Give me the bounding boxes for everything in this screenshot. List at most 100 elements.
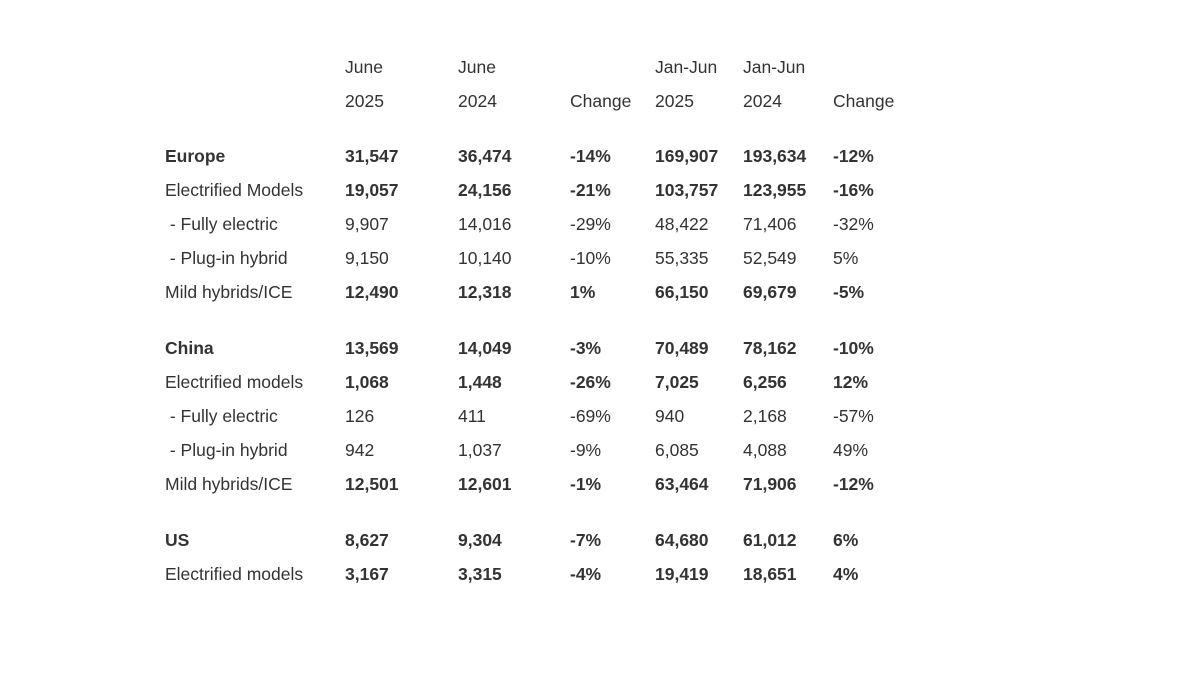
value-cell: -14% <box>570 146 611 166</box>
value-cell: 4,088 <box>743 440 787 460</box>
value-cell: 61,012 <box>743 530 797 550</box>
value-cell: -10% <box>833 338 874 358</box>
row-label: - Fully electric <box>165 214 278 234</box>
value-cell: 6,256 <box>743 372 787 392</box>
row-label: US <box>165 530 190 550</box>
value-cell: -9% <box>570 440 602 460</box>
row-label: - Plug-in hybrid <box>165 440 288 460</box>
value-cell: 66,150 <box>655 282 709 302</box>
value-cell: 9,304 <box>458 530 502 550</box>
table-row: Electrified models 3,167 3,315 -4% 19,419 18,… <box>165 557 913 591</box>
value-cell: -32% <box>833 214 874 234</box>
table-row: US 8,627 9,304 -7% 64,680 61,012 6% <box>165 523 913 557</box>
table-row: - Fully electric 9,907 14,016 -29% 48,422 71,… <box>165 207 913 241</box>
value-cell: 24,156 <box>458 180 512 200</box>
table-row: China 13,569 14,049 -3% 70,489 78,162 -10% <box>165 331 913 365</box>
value-cell: 123,955 <box>743 180 807 200</box>
row-label: Mild hybrids/ICE <box>165 282 293 302</box>
value-cell: 6% <box>833 530 859 550</box>
value-cell: 940 <box>655 406 685 426</box>
value-cell: 2,168 <box>743 406 787 426</box>
value-cell: 9,150 <box>345 248 389 268</box>
header-cell <box>570 50 655 84</box>
sales-table: June June Jan-Jun Jan-Jun 2025 2024 Change 2025… <box>165 50 913 591</box>
value-cell: 5% <box>833 248 859 268</box>
header-cell: June <box>345 57 383 77</box>
value-cell: -29% <box>570 214 611 234</box>
value-cell: 69,679 <box>743 282 797 302</box>
value-cell: 6,085 <box>655 440 699 460</box>
value-cell: 19,419 <box>655 564 709 584</box>
value-cell: 13,569 <box>345 338 399 358</box>
value-cell: -3% <box>570 338 602 358</box>
table-row: Electrified models 1,068 1,448 -26% 7,025 6,2… <box>165 365 913 399</box>
row-label: China <box>165 338 214 358</box>
value-cell: 942 <box>345 440 375 460</box>
header-cell: 2024 <box>458 91 497 111</box>
value-cell: -12% <box>833 474 874 494</box>
table-row: Mild hybrids/ICE 12,501 12,601 -1% 63,464 71,… <box>165 467 913 501</box>
value-cell: 126 <box>345 406 375 426</box>
value-cell: 1,068 <box>345 372 389 392</box>
value-cell: 31,547 <box>345 146 399 166</box>
value-cell: 71,906 <box>743 474 797 494</box>
table-row: - Plug-in hybrid 942 1,037 -9% 6,085 4,088 49% <box>165 433 913 467</box>
value-cell: 64,680 <box>655 530 709 550</box>
header-cell: 2025 <box>655 91 694 111</box>
value-cell: 8,627 <box>345 530 389 550</box>
value-cell: 1% <box>570 282 596 302</box>
value-cell: -57% <box>833 406 874 426</box>
value-cell: 12,501 <box>345 474 399 494</box>
value-cell: 18,651 <box>743 564 797 584</box>
value-cell: 103,757 <box>655 180 719 200</box>
value-cell: 9,907 <box>345 214 389 234</box>
row-label: Electrified models <box>165 372 304 392</box>
value-cell: 78,162 <box>743 338 797 358</box>
value-cell: 193,634 <box>743 146 807 166</box>
section-gap <box>165 309 913 331</box>
value-cell: 71,406 <box>743 214 797 234</box>
value-cell: 3,315 <box>458 564 502 584</box>
value-cell: 19,057 <box>345 180 399 200</box>
header-label-cell <box>165 50 345 84</box>
table-row: - Plug-in hybrid 9,150 10,140 -10% 55,335 52,… <box>165 241 913 275</box>
value-cell: 55,335 <box>655 248 709 268</box>
row-label: - Plug-in hybrid <box>165 248 288 268</box>
value-cell: 1,037 <box>458 440 502 460</box>
table-row: Europe 31,547 36,474 -14% 169,907 193,634 -12% <box>165 139 913 173</box>
value-cell: -26% <box>570 372 611 392</box>
header-cell: Change <box>833 91 895 111</box>
value-cell: -16% <box>833 180 874 200</box>
table-row: Mild hybrids/ICE 12,490 12,318 1% 66,150 69,6… <box>165 275 913 309</box>
header-label-cell <box>165 84 345 118</box>
table-header-row: June June Jan-Jun Jan-Jun <box>165 50 913 84</box>
row-label: Electrified Models <box>165 180 304 200</box>
value-cell: 12% <box>833 372 869 392</box>
value-cell: 49% <box>833 440 869 460</box>
header-cell: 2024 <box>743 91 782 111</box>
value-cell: 70,489 <box>655 338 709 358</box>
header-cell: Jan-Jun <box>743 57 806 77</box>
row-label: Europe <box>165 146 226 166</box>
row-label: Electrified models <box>165 564 304 584</box>
value-cell: 48,422 <box>655 214 709 234</box>
value-cell: 12,490 <box>345 282 399 302</box>
value-cell: -5% <box>833 282 865 302</box>
value-cell: 14,049 <box>458 338 512 358</box>
value-cell: -69% <box>570 406 611 426</box>
value-cell: 7,025 <box>655 372 699 392</box>
table-row: Electrified Models 19,057 24,156 -21% 103,75… <box>165 173 913 207</box>
header-gap <box>165 118 913 139</box>
value-cell: 10,140 <box>458 248 512 268</box>
header-cell <box>833 50 913 84</box>
value-cell: -7% <box>570 530 602 550</box>
header-cell: Change <box>570 91 632 111</box>
row-label: - Fully electric <box>165 406 278 426</box>
header-cell: June <box>458 57 496 77</box>
value-cell: 63,464 <box>655 474 709 494</box>
value-cell: 52,549 <box>743 248 797 268</box>
value-cell: -12% <box>833 146 874 166</box>
value-cell: -1% <box>570 474 602 494</box>
value-cell: 3,167 <box>345 564 389 584</box>
value-cell: 12,318 <box>458 282 512 302</box>
